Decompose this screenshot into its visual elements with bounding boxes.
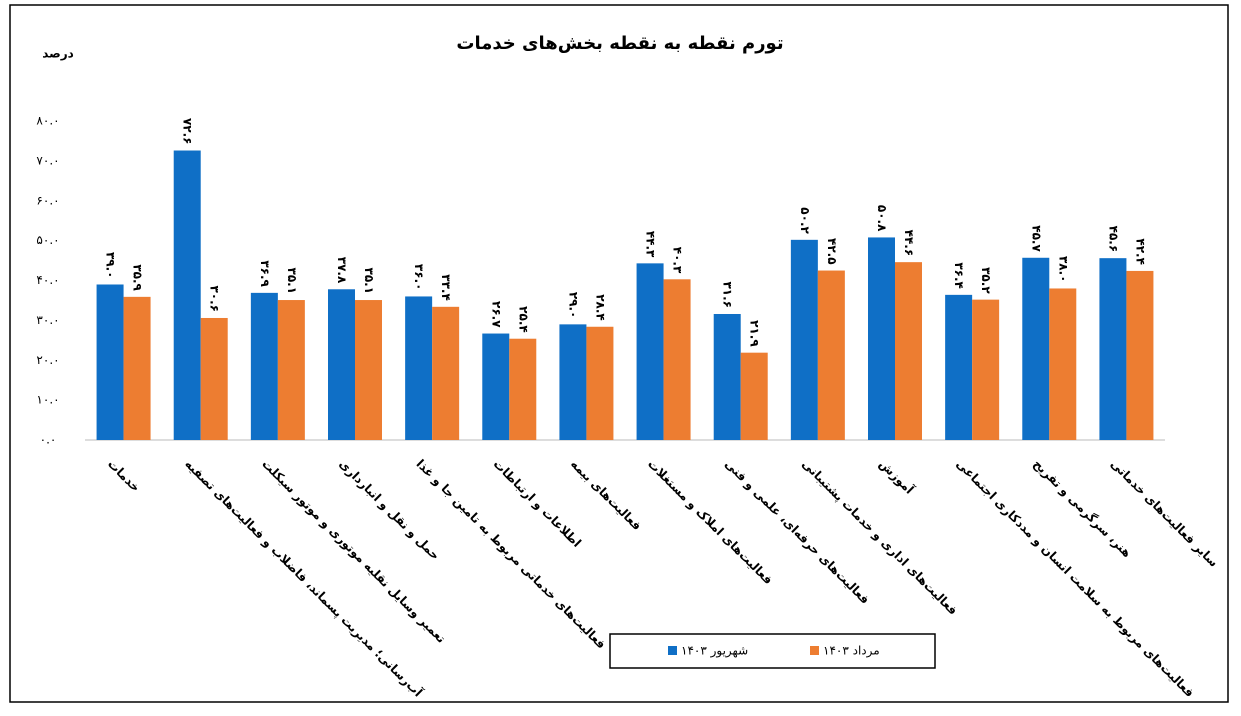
value-label: ۳۷.۸: [335, 257, 349, 284]
bar: [432, 306, 460, 440]
bar: [123, 296, 151, 440]
bar: [790, 239, 818, 440]
y-axis-label: درصد: [42, 47, 74, 61]
value-label: ۵۰.۸: [875, 205, 889, 232]
value-label: ۴۵.۶: [1106, 226, 1120, 253]
legend-label: مرداد ۱۴۰۳: [823, 644, 880, 659]
bar: [945, 294, 973, 440]
bar: [200, 317, 228, 440]
value-label: ۲۵.۴: [516, 306, 530, 333]
value-label: ۵۰.۲: [798, 207, 812, 234]
bar: [96, 284, 124, 440]
value-label: ۳۵.۱: [362, 268, 376, 295]
legend-swatch: [810, 646, 819, 655]
bar: [636, 263, 664, 440]
value-label: ۳۶.۹: [258, 260, 272, 287]
y-tick-label: ۷۰.۰: [36, 153, 59, 167]
bar: [1126, 270, 1154, 440]
value-label: ۴۲.۵: [825, 238, 839, 265]
value-label: ۳۹.۰: [104, 252, 118, 279]
bar: [250, 292, 278, 440]
value-label: ۳۶.۴: [952, 262, 966, 289]
y-tick-label: ۸۰.۰: [36, 114, 59, 128]
bar: [895, 262, 922, 440]
value-label: ۳۸.۰: [1056, 256, 1070, 283]
value-label: ۳۶.۰: [412, 264, 426, 291]
value-label: ۳۱.۶: [721, 281, 735, 308]
bar: [482, 333, 510, 440]
legend-swatch: [668, 646, 677, 655]
bar: [740, 352, 768, 440]
value-label: ۲۸.۴: [593, 294, 607, 321]
bar: [173, 150, 201, 440]
bar: [355, 300, 382, 440]
bar: [509, 338, 537, 440]
bar: [1022, 257, 1050, 440]
bar: [663, 279, 691, 440]
y-tick-label: ۳۰.۰: [36, 313, 59, 327]
value-label: ۴۴.۳: [644, 231, 658, 258]
x-tick-label: فعالیت‌های حرفه‌ای، علمی و فنی: [721, 457, 872, 608]
bar: [817, 270, 845, 440]
bar: [328, 289, 355, 440]
bar: [405, 296, 433, 440]
frame: [9, 4, 1229, 703]
x-tick-label: فعالیت‌های املاک و مستغلات: [644, 457, 775, 588]
bar: [972, 299, 1000, 440]
y-tick-label: ۶۰.۰: [36, 193, 59, 207]
value-label: ۴۲.۴: [1133, 238, 1147, 265]
value-label: ۲۹.۰: [566, 292, 580, 319]
x-tick-label: خدمات: [105, 457, 143, 495]
value-label: ۳۵.۲: [979, 267, 993, 294]
legend-box: [609, 633, 936, 669]
value-label: ۴۰.۳: [671, 247, 685, 274]
bar: [277, 300, 305, 440]
value-label: ۳۵.۹: [131, 264, 145, 291]
legend-label: شهریور ۱۴۰۳: [681, 644, 748, 659]
bar: [713, 313, 741, 440]
y-tick-label: ۰.۰: [40, 433, 57, 447]
bar: [1049, 288, 1077, 440]
value-label: ۳۵.۱: [285, 268, 299, 295]
bar: [559, 324, 587, 440]
value-label: ۴۴.۶: [902, 230, 916, 257]
value-label: ۳۰.۶: [208, 285, 222, 312]
value-label: ۲۱.۹: [748, 320, 762, 347]
x-tick-label: فعالیت‌های بیمه: [568, 457, 644, 533]
y-tick-label: ۵۰.۰: [36, 233, 59, 247]
x-tick-label: فعالیت‌های اداری و خدمات پشتیبانی: [799, 457, 961, 619]
value-label: ۳۳.۴: [439, 274, 453, 301]
value-label: ۲۶.۷: [489, 301, 503, 328]
y-tick-label: ۲۰.۰: [36, 353, 59, 367]
bar: [586, 326, 614, 440]
bar: [868, 237, 895, 440]
y-tick-label: ۴۰.۰: [36, 273, 59, 287]
chart-title: تورم نقطه به نقطه بخش‌های خدمات: [456, 33, 783, 54]
value-label: ۷۲.۶: [181, 118, 195, 145]
bar: [1099, 258, 1127, 440]
x-tick-label: آموزش: [876, 456, 918, 498]
y-tick-label: ۱۰.۰: [36, 393, 59, 407]
value-label: ۴۵.۷: [1029, 225, 1043, 252]
